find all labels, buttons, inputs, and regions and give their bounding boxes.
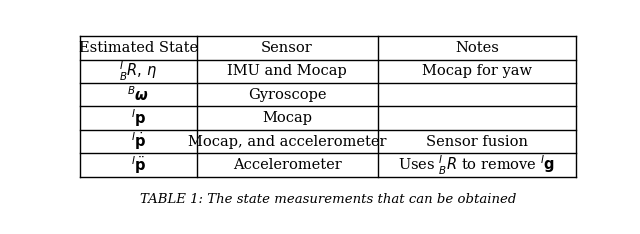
Text: Mocap for yaw: Mocap for yaw bbox=[422, 64, 532, 78]
Text: Estimated State: Estimated State bbox=[79, 41, 198, 55]
Text: ${}^{I}\ddot{\mathbf{p}}$: ${}^{I}\ddot{\mathbf{p}}$ bbox=[131, 154, 146, 176]
Text: Mocap, and accelerometer: Mocap, and accelerometer bbox=[188, 135, 387, 149]
Text: ${}^{B}\boldsymbol{\omega}$: ${}^{B}\boldsymbol{\omega}$ bbox=[127, 85, 149, 104]
Text: Sensor: Sensor bbox=[261, 41, 313, 55]
Text: ${}^{I}\dot{\mathbf{p}}$: ${}^{I}\dot{\mathbf{p}}$ bbox=[131, 131, 146, 152]
Text: Uses ${}^{I}_{B}R$ to remove ${}^{I}\mathbf{g}$: Uses ${}^{I}_{B}R$ to remove ${}^{I}\mat… bbox=[398, 154, 556, 177]
Text: Accelerometer: Accelerometer bbox=[233, 158, 342, 172]
Text: IMU and Mocap: IMU and Mocap bbox=[227, 64, 347, 78]
Text: Gyroscope: Gyroscope bbox=[248, 88, 326, 102]
Text: ${}^{I}_{B}R,\, \eta$: ${}^{I}_{B}R,\, \eta$ bbox=[119, 60, 157, 83]
Text: Notes: Notes bbox=[455, 41, 499, 55]
Text: TABLE 1: The state measurements that can be obtained: TABLE 1: The state measurements that can… bbox=[140, 193, 516, 206]
Text: Mocap: Mocap bbox=[262, 111, 312, 125]
Text: Sensor fusion: Sensor fusion bbox=[426, 135, 528, 149]
Text: ${}^{I}\mathbf{p}$: ${}^{I}\mathbf{p}$ bbox=[131, 107, 146, 129]
